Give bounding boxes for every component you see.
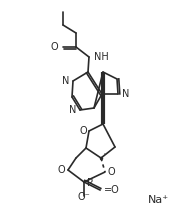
Text: P: P (87, 178, 93, 188)
Text: O: O (50, 42, 58, 52)
Text: N: N (122, 89, 129, 99)
Text: O⁻: O⁻ (78, 192, 90, 202)
Text: O: O (57, 165, 65, 175)
Text: ′: ′ (104, 153, 106, 159)
Text: O: O (108, 167, 116, 177)
Text: O: O (79, 126, 87, 136)
Text: N: N (62, 76, 69, 86)
Text: NH: NH (94, 52, 109, 62)
Text: Na⁺: Na⁺ (148, 195, 169, 205)
Text: =O: =O (104, 185, 120, 195)
Text: N: N (69, 105, 76, 115)
